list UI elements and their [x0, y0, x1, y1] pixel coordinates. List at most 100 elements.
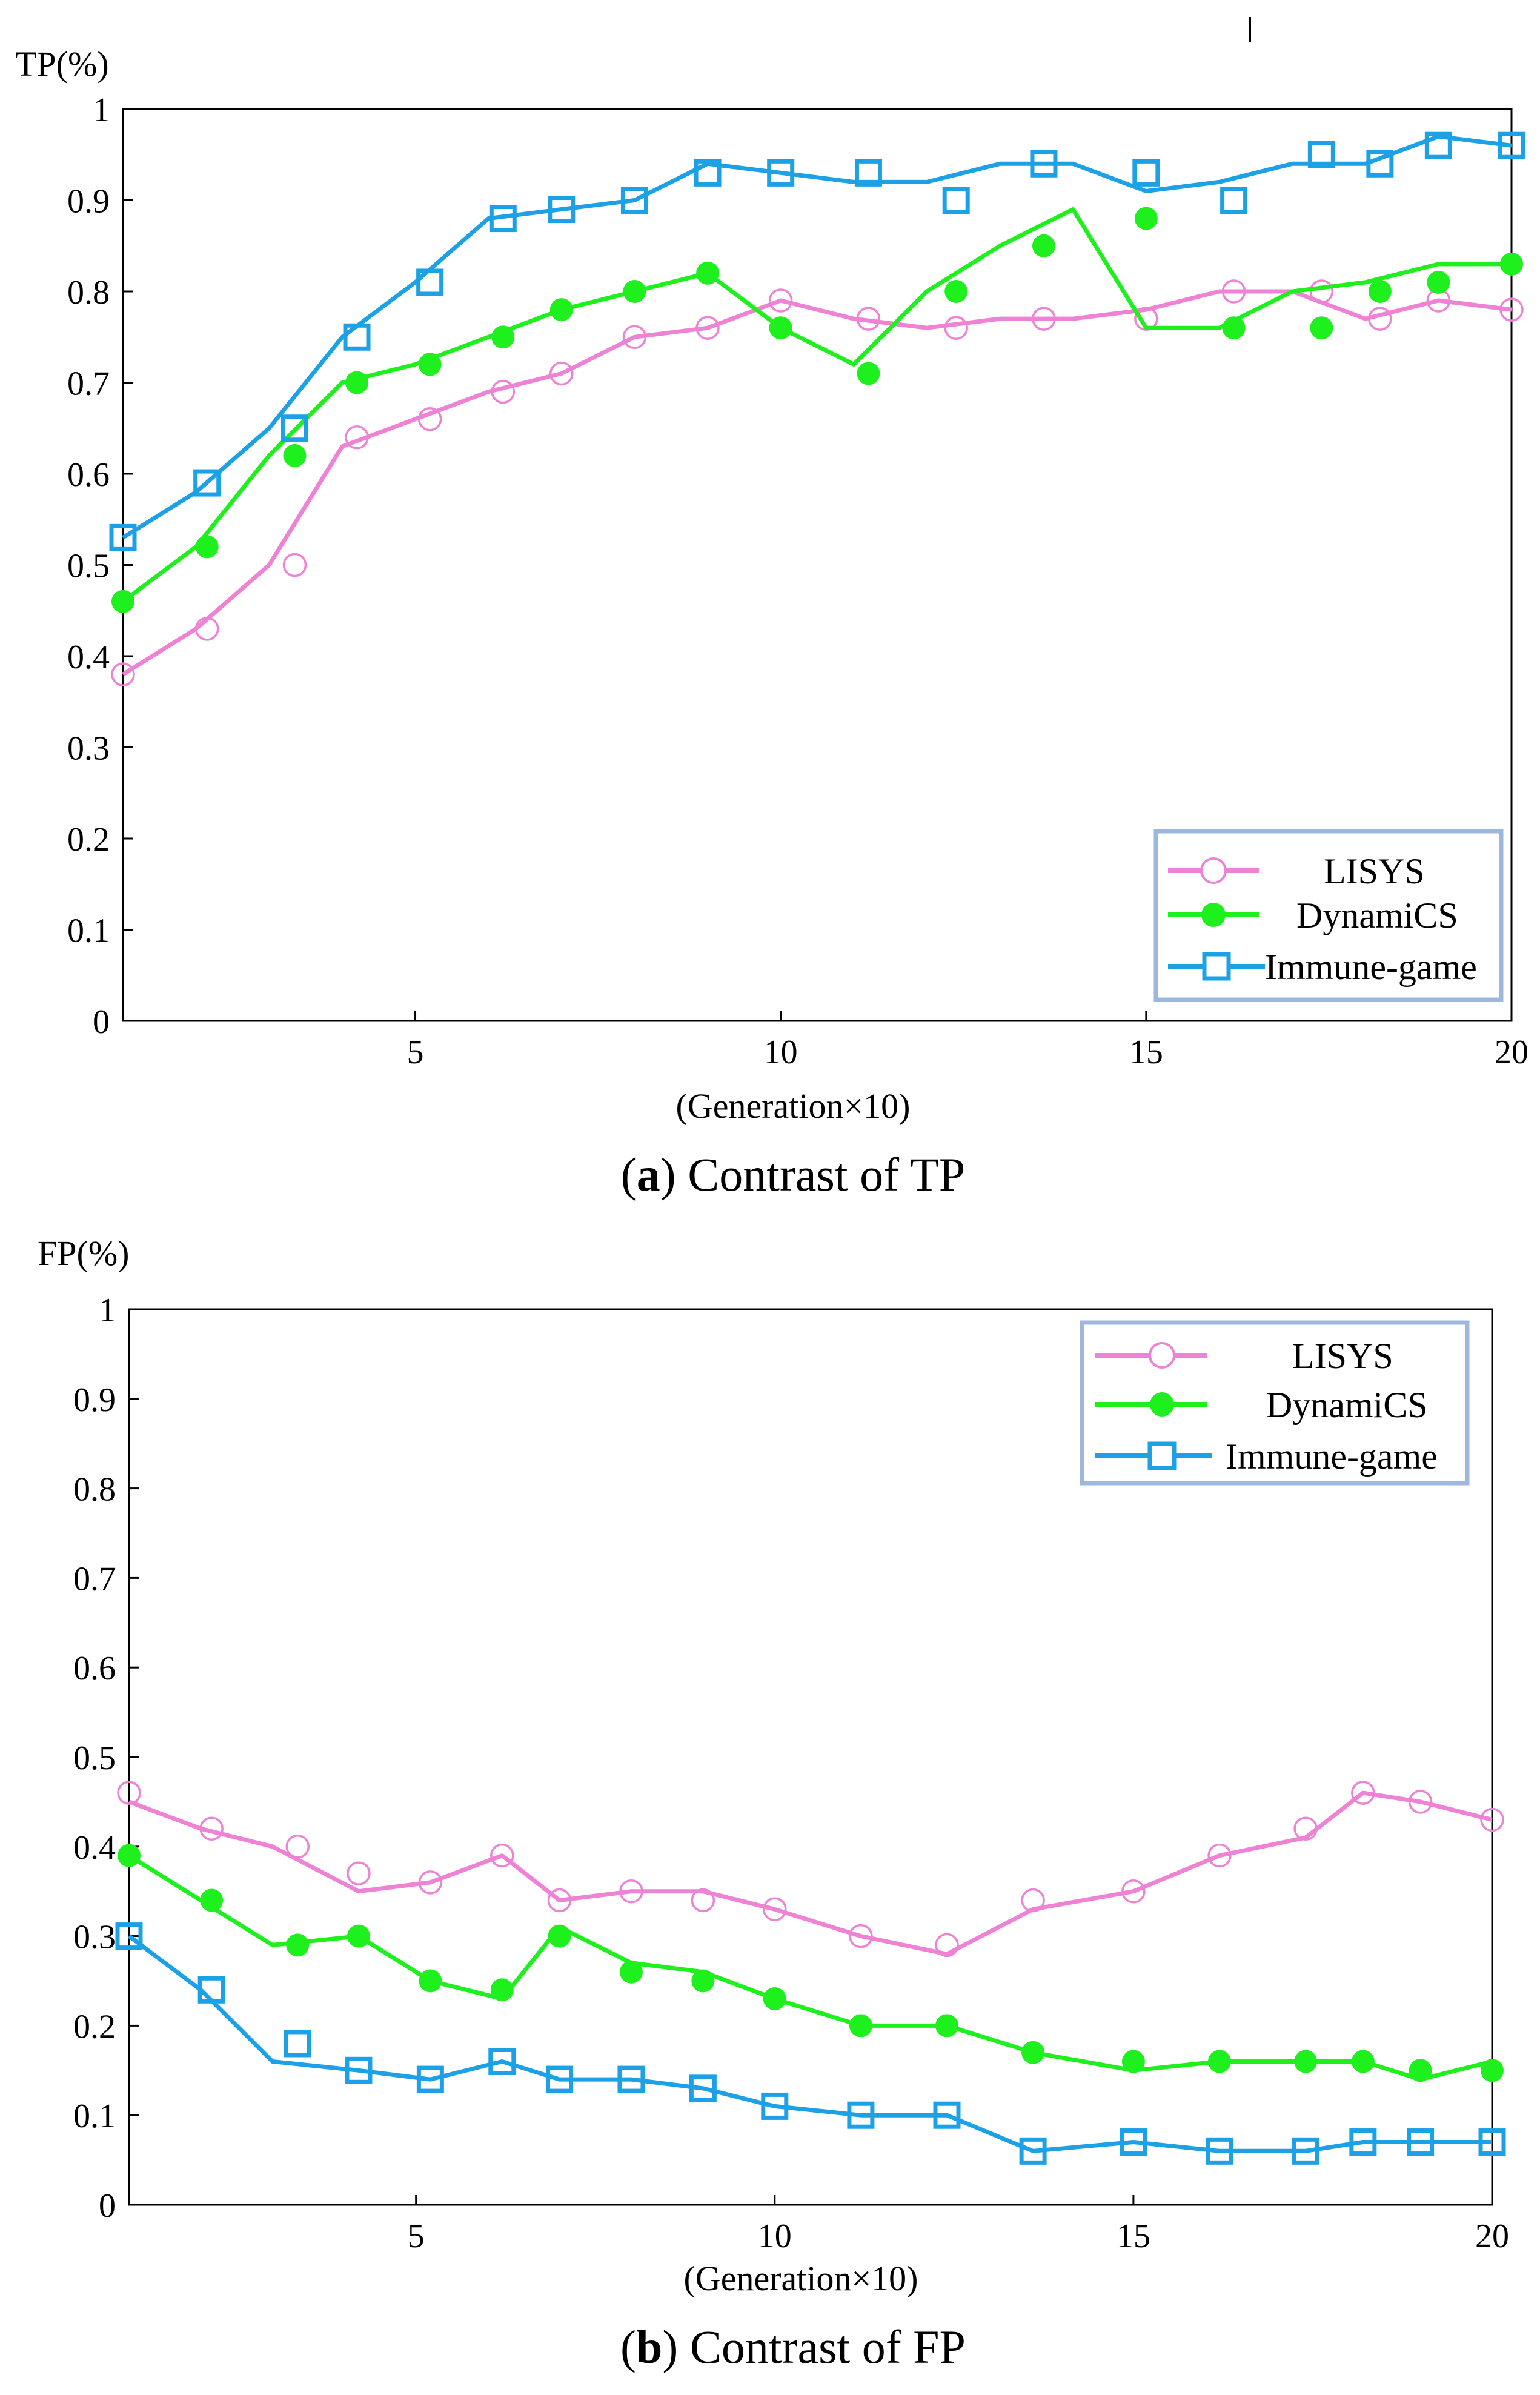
fp-lisys-point — [1121, 1879, 1146, 1904]
tp-dynamics-point — [1032, 234, 1055, 257]
tp-series — [109, 131, 1525, 686]
tp-lisys-point — [768, 288, 793, 313]
fp-x-axis-label: (Generation×10) — [684, 2259, 918, 2298]
fp-immune-game-point — [488, 2048, 516, 2076]
fp-immune-game-point — [761, 2092, 789, 2120]
tp-immune-game-point — [548, 196, 576, 224]
tp-dynamics-point — [623, 280, 646, 303]
fp-dynamics-point — [619, 1960, 643, 1984]
fp-legend-immune: Immune-game — [1226, 1437, 1438, 1477]
tp-y-tick-label: 1 — [93, 91, 110, 129]
tp-immune-game-point — [1307, 141, 1335, 168]
fp-lisys-point — [1021, 1888, 1045, 1913]
tp-x-tick-label: 5 — [407, 1034, 424, 1071]
tp-lisys-point — [856, 307, 881, 331]
fp-dynamics-point — [849, 2014, 872, 2038]
tp-y-tick-label: 0.9 — [67, 183, 110, 221]
tp-lisys-point — [622, 325, 647, 349]
tp-dynamics-point — [491, 325, 515, 349]
tp-lisys-point — [1221, 279, 1246, 304]
tp-legend-dynamics-marker — [1201, 903, 1226, 927]
fp-y-tick-label: 0.9 — [73, 1381, 116, 1419]
fp-dynamics-point — [490, 1978, 514, 2002]
tp-legend-immune: Immune-game — [1265, 947, 1477, 987]
fp-legend-immune-marker — [1147, 1441, 1177, 1470]
tp-x-axis-label: (Generation×10) — [676, 1086, 911, 1126]
fp-lisys-point — [117, 1781, 141, 1805]
fp-lisys-point — [285, 1835, 310, 1859]
fp-y-tick-label: 0.7 — [73, 1560, 116, 1598]
fp-immune-game-point — [197, 1976, 225, 2004]
fp-lisys-point — [347, 1861, 371, 1885]
tp-x-tick-label: 15 — [1129, 1034, 1163, 1071]
fp-lisys-point — [1351, 1781, 1375, 1805]
fp-lisys-point — [1408, 1790, 1433, 1814]
fp-lisys-point — [1480, 1807, 1504, 1832]
tp-immune-game-point — [416, 268, 444, 296]
fp-caption-label: b — [636, 2320, 662, 2373]
tp-lisys-point — [282, 553, 307, 577]
fp-immune-game-point — [1407, 2128, 1435, 2156]
fp-dynamics-point — [691, 1969, 715, 1993]
tp-dynamics-point — [1310, 316, 1333, 340]
fp-dynamics-point — [1481, 2059, 1504, 2082]
tp-immune-game-point — [1030, 150, 1058, 178]
fp-lisys-point — [547, 1888, 572, 1913]
fp-immune-game-point — [546, 2065, 574, 2093]
tp-lisys-point — [194, 617, 219, 641]
fp-dynamics-point — [347, 1924, 370, 1948]
fp-lisys-point — [1293, 1816, 1318, 1841]
tp-legend-immune-marker — [1202, 952, 1231, 981]
fp-dynamics-point — [1294, 2050, 1318, 2073]
fp-legend-lisys-marker — [1149, 1342, 1175, 1369]
tp-y-tick-label: 0.7 — [67, 365, 110, 403]
tp-immune-game-point — [1132, 159, 1160, 187]
tp-immune-game-point — [1498, 131, 1525, 159]
fp-y-tick-label: 1 — [99, 1292, 116, 1329]
tp-lisys-point — [1309, 279, 1334, 304]
fp-immune-game-point — [284, 2030, 311, 2058]
fp-immune-game-point — [847, 2101, 875, 2129]
tp-dynamics-point — [857, 362, 880, 385]
tp-immune-game-point — [767, 159, 795, 187]
fp-immune-game-point — [1349, 2128, 1377, 2156]
fp-lisys-point — [418, 1870, 443, 1895]
tp-dynamics-line — [121, 207, 1512, 603]
fp-immune-game-point — [933, 2101, 961, 2129]
tp-dynamics-point — [1427, 270, 1450, 294]
fp-lisys-point — [199, 1816, 224, 1841]
tp-immune-game-point — [694, 159, 722, 187]
fp-lisys-point — [935, 1933, 959, 1958]
fp-y-tick-label: 0.6 — [73, 1650, 116, 1687]
tp-dynamics-point — [769, 316, 792, 340]
fp-lisys-point — [1207, 1843, 1232, 1868]
fp-immune-game-point — [416, 2065, 444, 2093]
tp-immune-game-point — [942, 187, 970, 214]
tp-y-tick-label: 0.4 — [67, 639, 110, 676]
fp-immune-game-point — [1019, 2137, 1047, 2165]
fp-immune-game-point — [689, 2074, 717, 2102]
fp-caption-text: Contrast of FP — [690, 2320, 966, 2373]
tp-lisys-line — [122, 289, 1512, 677]
fp-dynamics-point — [1121, 2050, 1145, 2073]
fp-legend-dynamics-marker — [1150, 1392, 1174, 1417]
fp-y-tick-label: 0.3 — [73, 1919, 116, 1956]
fp-immune-game-point — [1478, 2128, 1506, 2156]
fp-immune-game-point — [345, 2056, 373, 2084]
tp-dynamics-point — [1134, 207, 1158, 230]
fp-y-tick-label: 0.8 — [73, 1471, 116, 1509]
tp-x-tick-label: 20 — [1495, 1034, 1528, 1071]
tp-y-axis-label: TP(%) — [15, 44, 109, 84]
fp-y-tick-label: 0.4 — [73, 1829, 116, 1867]
tp-x-ticks: 5 10 15 20 — [407, 1011, 1528, 1071]
fp-chart: 0 0.1 0.2 0.3 0.4 0.5 0.6 0.7 0.8 0.9 1 5 10 15 20 FP… — [38, 1234, 1509, 2373]
fp-dynamics-point — [763, 1987, 786, 2011]
fp-caption: (b) Contrast of FP — [620, 2320, 966, 2373]
fp-legend-lisys: LISYS — [1292, 1336, 1393, 1376]
tp-dynamics-point — [944, 280, 968, 303]
fp-lisys-point — [490, 1843, 514, 1868]
fp-y-tick-label: 0.2 — [73, 2008, 116, 2045]
tp-immune-game-point — [489, 205, 517, 233]
fp-dynamics-point — [118, 1844, 141, 1867]
